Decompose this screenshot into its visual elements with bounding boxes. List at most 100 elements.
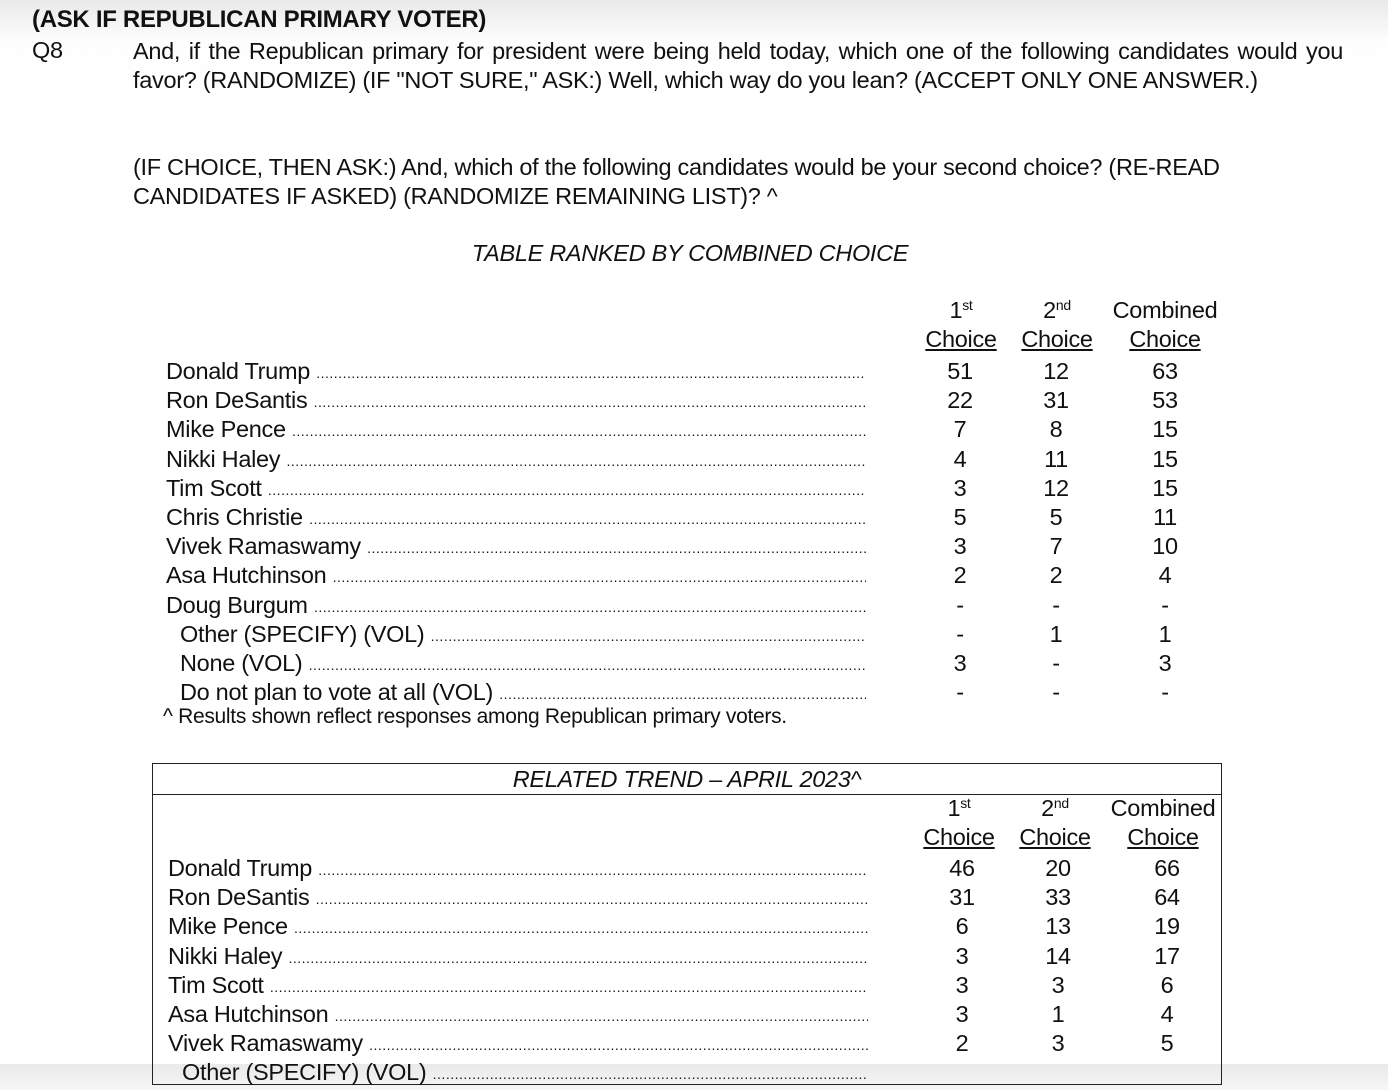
- candidate-name: Other (SPECIFY) (VOL): [182, 1059, 427, 1086]
- row-label: Asa Hutchinson .........................…: [168, 1000, 868, 1031]
- candidate-name: Mike Pence: [168, 913, 288, 940]
- row-label: Do not plan to vote at all (VOL) .......…: [180, 678, 866, 709]
- candidate-name: Tim Scott: [166, 474, 262, 501]
- dot-leader: ........................................…: [286, 452, 866, 469]
- value-col-2: 1: [1049, 620, 1063, 647]
- row-label: Chris Christie .........................…: [166, 503, 866, 534]
- dot-leader: ........................................…: [292, 423, 866, 440]
- value-col-2: 33: [1045, 884, 1071, 911]
- value-col-2: 8: [1049, 416, 1063, 443]
- header-word: Choice: [1129, 326, 1201, 352]
- value-col-3: -: [1161, 679, 1169, 706]
- value-col-2: -: [1052, 679, 1060, 706]
- candidate-name: Asa Hutchinson: [168, 1000, 329, 1027]
- value-col-1: 31: [949, 884, 975, 911]
- dot-leader: ........................................…: [367, 540, 866, 557]
- candidate-name: Vivek Ramaswamy: [166, 533, 361, 560]
- dot-leader: ........................................…: [313, 394, 866, 411]
- value-col-1: 6: [955, 913, 969, 940]
- row-label: Ron DeSantis ...........................…: [168, 883, 868, 914]
- table-row: Ron DeSantis ...........................…: [168, 883, 1228, 912]
- table-row: Tim Scott ..............................…: [166, 474, 1226, 503]
- column-header-combined: Combined Choice: [1103, 794, 1223, 852]
- value-col-1: 2: [955, 1030, 969, 1057]
- table-row: Other (SPECIFY) (VOL) ..................…: [166, 620, 1226, 649]
- value-col-3: -: [1161, 591, 1169, 618]
- dot-leader: ........................................…: [332, 569, 866, 586]
- table-row: Asa Hutchinson .........................…: [166, 561, 1226, 590]
- column-header-1: 1st Choice: [918, 794, 1000, 852]
- value-col-1: -: [956, 591, 964, 618]
- dot-leader: ........................................…: [309, 510, 866, 527]
- table-row: Ron DeSantis ...........................…: [166, 386, 1226, 415]
- value-col-2: -: [1052, 591, 1060, 618]
- value-col-1: 3: [953, 649, 967, 676]
- row-label: Doug Burgum ............................…: [166, 591, 866, 622]
- row-label: Vivek Ramaswamy ........................…: [168, 1029, 868, 1060]
- value-col-1: 7: [953, 416, 967, 443]
- header-ordinal: st: [962, 297, 973, 313]
- section-header: (ASK IF REPUBLICAN PRIMARY VOTER): [32, 6, 487, 33]
- table-subtitle: TABLE RANKED BY COMBINED CHOICE: [471, 240, 909, 266]
- candidate-name: Vivek Ramaswamy: [168, 1030, 363, 1057]
- row-label: Donald Trump ...........................…: [166, 357, 866, 388]
- table-row: Vivek Ramaswamy ........................…: [166, 532, 1226, 561]
- dot-leader: ........................................…: [499, 686, 866, 703]
- candidate-name: Other (SPECIFY) (VOL): [180, 620, 425, 647]
- row-label: Vivek Ramaswamy ........................…: [166, 532, 866, 563]
- table-row: Vivek Ramaswamy ........................…: [168, 1029, 1228, 1058]
- header-top: Combined: [1112, 297, 1218, 323]
- value-col-3: 63: [1152, 358, 1178, 384]
- header-word: Choice: [1127, 824, 1199, 850]
- value-col-3: 1: [1158, 620, 1172, 647]
- value-col-1: 46: [949, 855, 975, 881]
- dot-leader: ........................................…: [432, 1066, 868, 1083]
- trend-title: RELATED TREND – APRIL 2023^: [152, 765, 1222, 795]
- value-col-1: -: [956, 679, 964, 706]
- table-row: Other (SPECIFY) (VOL) ..................…: [168, 1058, 1228, 1087]
- dot-leader: ........................................…: [315, 891, 868, 908]
- value-col-3: 19: [1154, 913, 1180, 940]
- candidate-name: Mike Pence: [166, 416, 286, 443]
- candidate-name: Chris Christie: [166, 503, 303, 530]
- value-col-3: 15: [1152, 474, 1178, 501]
- value-col-1: 3: [955, 942, 969, 969]
- value-col-2: 13: [1045, 913, 1071, 940]
- trend-table: Donald Trump ...........................…: [168, 854, 1228, 1088]
- table-row: None (VOL) .............................…: [166, 649, 1226, 678]
- candidate-name: Nikki Haley: [166, 445, 281, 472]
- table-row: Chris Christie .........................…: [166, 503, 1226, 532]
- header-word: Choice: [1021, 326, 1093, 352]
- value-col-3: 15: [1152, 416, 1178, 443]
- header-number: 1: [949, 297, 963, 323]
- dot-leader: ........................................…: [308, 656, 866, 673]
- value-col-3: 11: [1153, 503, 1177, 530]
- candidate-name: None (VOL): [180, 649, 303, 676]
- dot-leader: ........................................…: [318, 862, 868, 878]
- value-col-1: 3: [953, 474, 967, 501]
- header-ordinal: nd: [1053, 795, 1069, 811]
- value-col-3: 53: [1152, 387, 1178, 414]
- dot-leader: ........................................…: [430, 627, 866, 644]
- value-col-2: 2: [1049, 562, 1063, 589]
- row-label: Ron DeSantis ...........................…: [166, 386, 866, 417]
- value-col-3: 6: [1160, 971, 1174, 998]
- header-word: Choice: [1019, 824, 1091, 850]
- value-col-3: 15: [1152, 445, 1178, 472]
- table-row: Mike Pence .............................…: [168, 912, 1228, 941]
- dot-leader: ........................................…: [334, 1007, 868, 1024]
- table-row: Nikki Haley ............................…: [166, 445, 1226, 474]
- value-col-1: 51: [947, 358, 973, 384]
- header-number: 2: [1041, 795, 1054, 821]
- dot-leader: ........................................…: [288, 949, 868, 966]
- table-row: Asa Hutchinson .........................…: [168, 1000, 1228, 1029]
- row-label: Asa Hutchinson .........................…: [166, 561, 866, 592]
- row-label: Nikki Haley ............................…: [168, 942, 868, 973]
- value-col-2: 3: [1051, 971, 1065, 998]
- table-row: Donald Trump ...........................…: [166, 357, 1226, 386]
- value-col-2: 12: [1043, 358, 1069, 384]
- value-col-2: 5: [1049, 503, 1063, 530]
- table-row: Do not plan to vote at all (VOL) .......…: [166, 678, 1226, 707]
- table-row: Tim Scott ..............................…: [168, 971, 1228, 1000]
- value-col-1: -: [956, 620, 964, 647]
